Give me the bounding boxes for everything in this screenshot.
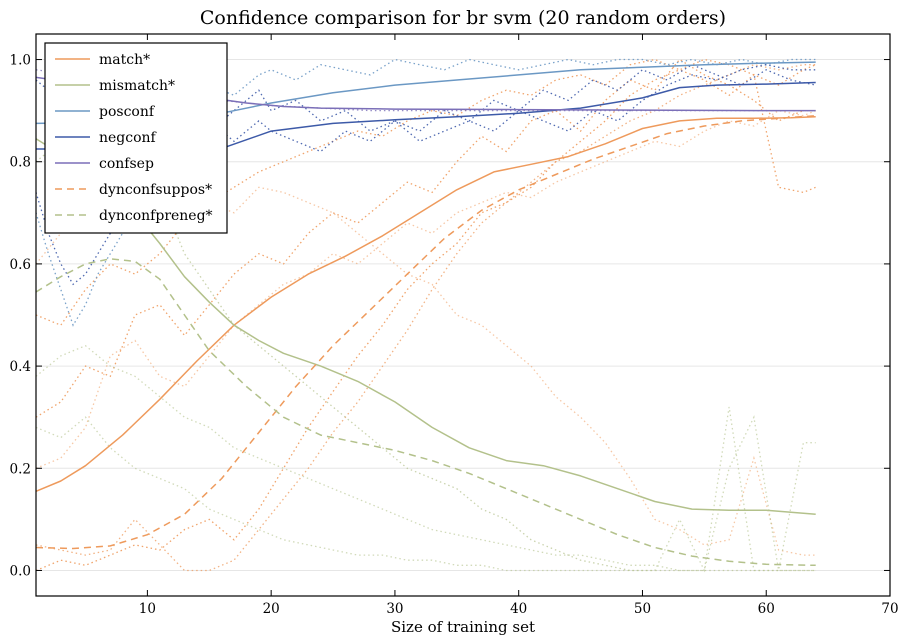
x-tick-label-1: 20 <box>263 601 280 617</box>
x-tick-label-2: 30 <box>386 601 403 617</box>
legend: match* mismatch* posconf negconf confsep dync… <box>44 42 228 234</box>
run-line-5 <box>36 170 816 556</box>
legend-label-1: mismatch* <box>99 78 175 94</box>
y-tick-label-4: 0.8 <box>10 155 31 171</box>
x-tick-label-0: 10 <box>139 601 156 617</box>
run-line-9 <box>36 58 816 327</box>
series-line-dynconfsuppos <box>36 114 816 550</box>
series-line-match <box>36 116 816 492</box>
legend-label-6: dynconfpreneg* <box>99 208 213 224</box>
plot-frame <box>35 33 891 597</box>
run-line-7 <box>36 344 816 572</box>
legend-label-0: match* <box>99 52 150 68</box>
legend-label-2: posconf <box>99 104 156 120</box>
y-tick-label-2: 0.4 <box>10 359 31 375</box>
x-axis-label: Size of training set <box>391 618 535 636</box>
y-tick-label-0: 0.0 <box>10 563 31 579</box>
y-tick-label-5: 1.0 <box>10 53 31 69</box>
run-line-2 <box>36 58 816 327</box>
chart-title: Confidence comparison for br svm (20 ran… <box>200 7 726 29</box>
x-tick-label-6: 70 <box>881 601 898 617</box>
y-tick-label-3: 0.6 <box>10 257 31 273</box>
run-line-8 <box>36 415 816 573</box>
run-line-0 <box>36 58 816 418</box>
x-tick-label-3: 40 <box>510 601 527 617</box>
y-tick-label-1: 0.2 <box>10 461 31 477</box>
legend-label-3: negconf <box>99 130 158 146</box>
series-line-dynconfpreneg <box>36 258 816 567</box>
legend-label-5: dynconfsuppos* <box>99 182 212 198</box>
axis-ticks: 10 20 30 40 50 60 70 0.0 0.2 0.4 0.6 0.8 1.0 <box>10 34 899 617</box>
run-line-3 <box>36 64 816 572</box>
legend-box <box>44 42 228 234</box>
x-tick-label-4: 50 <box>634 601 651 617</box>
legend-label-4: confsep <box>99 156 154 172</box>
x-tick-label-5: 60 <box>758 601 775 617</box>
